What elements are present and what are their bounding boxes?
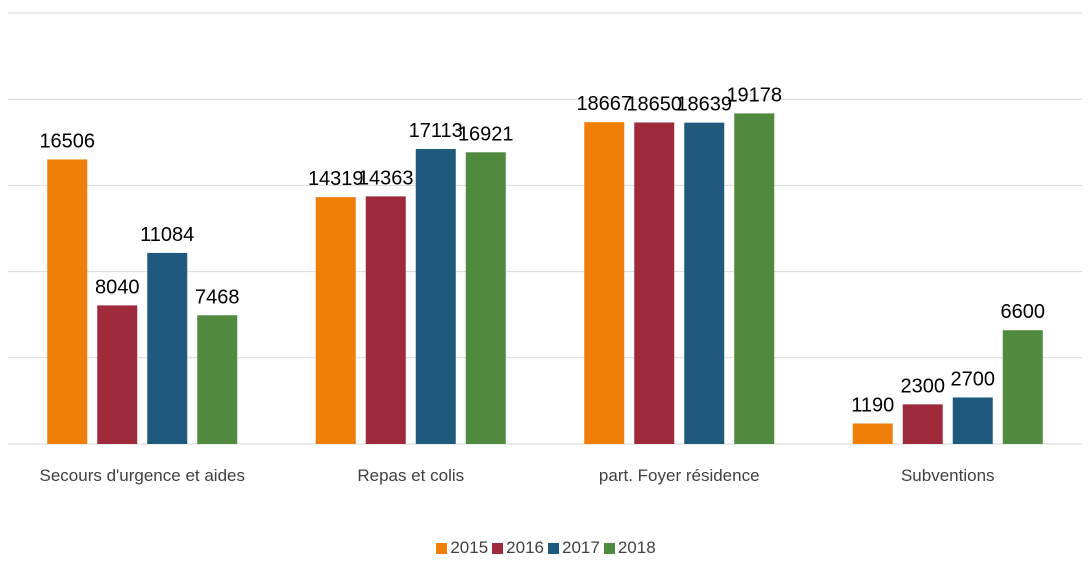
data-label: 1190	[851, 394, 894, 416]
bar	[465, 152, 506, 444]
legend: 2015 2016 2017 2018	[0, 538, 1092, 558]
legend-swatch	[548, 542, 559, 554]
bar	[734, 113, 775, 444]
x-tick-label: Secours d'urgence et aides	[39, 466, 246, 485]
bar	[197, 315, 238, 444]
data-label: 19178	[726, 84, 782, 106]
bar	[952, 397, 993, 444]
data-label: 7468	[195, 286, 240, 308]
bar	[634, 122, 675, 444]
x-tick-label: Repas et colis	[357, 466, 465, 485]
data-label: 8040	[95, 276, 140, 298]
data-label: 18667	[576, 93, 632, 115]
data-label: 16506	[39, 130, 95, 152]
data-label: 11084	[140, 224, 194, 246]
legend-item: 2017	[548, 538, 600, 558]
x-tick-label: part. Foyer résidence	[598, 466, 760, 485]
data-label: 18650	[626, 93, 682, 115]
legend-swatch	[492, 542, 504, 554]
bar	[902, 404, 943, 444]
bar	[97, 305, 138, 444]
legend-item: 2015	[436, 538, 488, 558]
legend-item: 2016	[492, 538, 544, 558]
data-label: 16921	[458, 123, 514, 145]
data-label: 14319	[308, 168, 364, 190]
bar	[584, 122, 625, 445]
legend-item: 2018	[603, 538, 656, 558]
x-tick-label: Subventions	[900, 466, 995, 485]
data-label: 6600	[1001, 301, 1046, 323]
bar	[315, 197, 356, 444]
bar	[415, 148, 456, 445]
legend-label: 2015	[450, 538, 489, 557]
legend-label: 2017	[562, 538, 600, 557]
bar	[147, 252, 188, 444]
bar	[852, 423, 893, 444]
bar	[47, 159, 88, 444]
data-label: 18639	[676, 94, 732, 116]
legend-label: 2018	[617, 538, 656, 557]
data-label: 14363	[358, 167, 414, 189]
data-label: 2300	[901, 375, 946, 397]
data-label: 17113	[409, 120, 463, 142]
bar	[1002, 330, 1043, 444]
legend-label: 2016	[506, 538, 544, 557]
legend-swatch	[603, 542, 615, 554]
bar	[365, 196, 406, 444]
data-label: 2700	[951, 368, 996, 390]
legend-swatch	[436, 542, 448, 554]
bar	[684, 122, 725, 445]
